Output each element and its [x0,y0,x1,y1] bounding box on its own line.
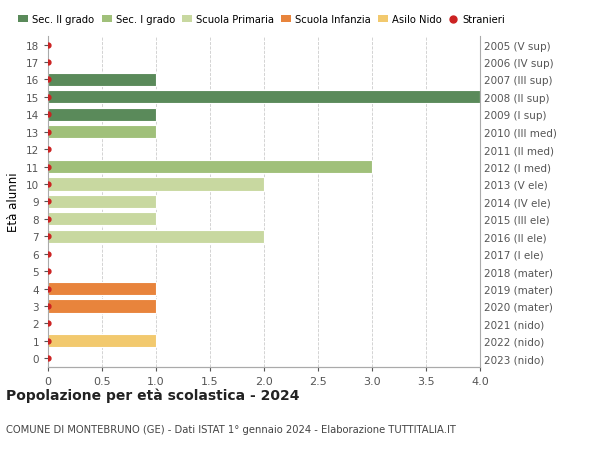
Bar [48,282,156,296]
Text: Popolazione per età scolastica - 2024: Popolazione per età scolastica - 2024 [6,388,299,403]
Bar [48,108,156,122]
Y-axis label: Età alunni: Età alunni [7,172,20,232]
Bar [48,300,156,313]
Bar [48,74,156,87]
Text: COMUNE DI MONTEBRUNO (GE) - Dati ISTAT 1° gennaio 2024 - Elaborazione TUTTITALIA: COMUNE DI MONTEBRUNO (GE) - Dati ISTAT 1… [6,425,456,435]
Bar [48,161,372,174]
Bar [48,196,156,208]
Bar [48,178,264,191]
Bar [48,230,264,243]
Bar [48,213,156,226]
Bar [48,91,480,104]
Legend: Sec. II grado, Sec. I grado, Scuola Primaria, Scuola Infanzia, Asilo Nido, Stran: Sec. II grado, Sec. I grado, Scuola Prim… [19,15,505,25]
Bar [48,126,156,139]
Bar [48,335,156,347]
